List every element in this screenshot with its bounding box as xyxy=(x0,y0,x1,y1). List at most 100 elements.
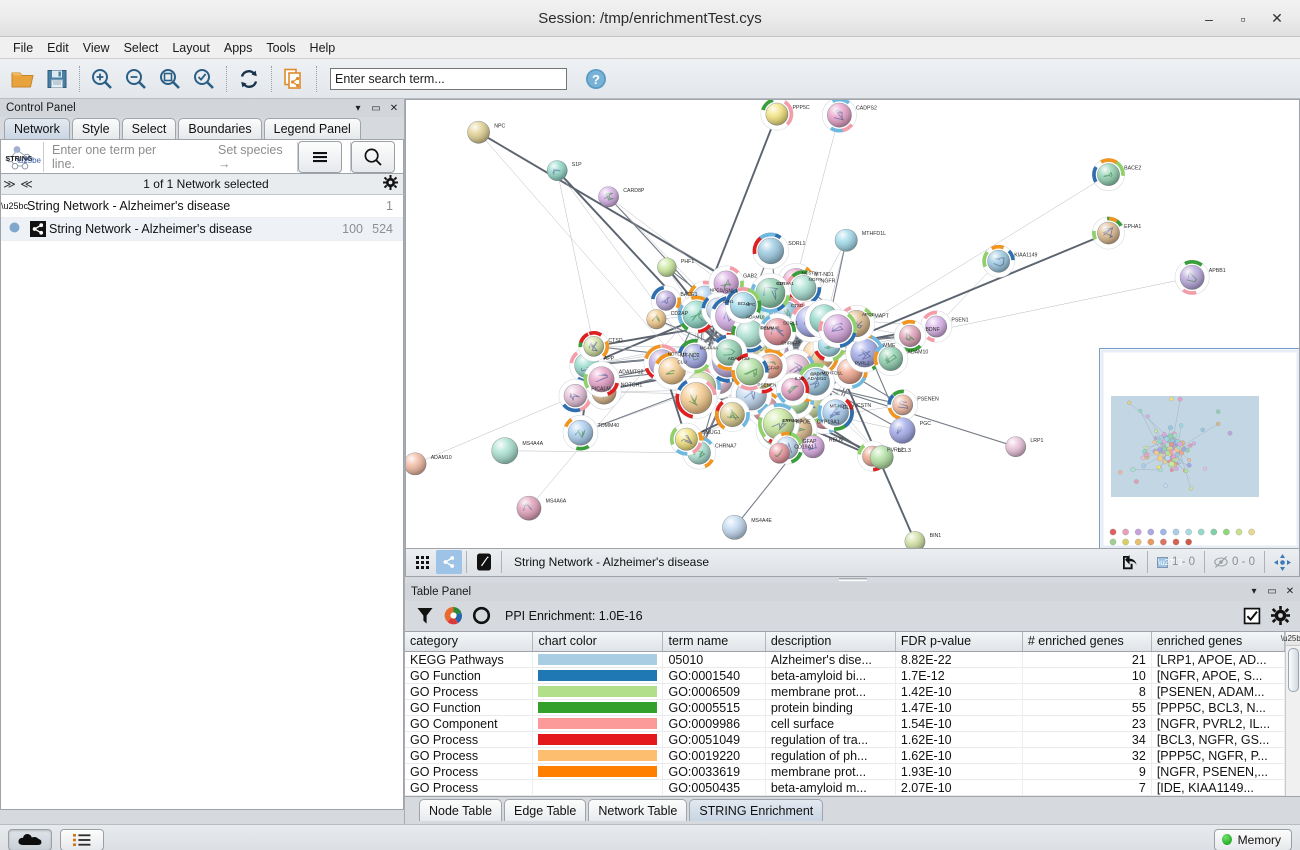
tab-edge-table[interactable]: Edge Table xyxy=(504,799,587,821)
chevron-down-icon[interactable]: ▾ xyxy=(1251,586,1257,597)
fit-selected-icon[interactable] xyxy=(187,62,221,96)
table-row[interactable]: GO Function GO:0005515 protein binding 1.47… xyxy=(405,699,1286,716)
scroll-up-arrow-icon[interactable]: \u25b2 xyxy=(1281,631,1300,646)
refresh-icon[interactable] xyxy=(232,62,266,96)
network-node[interactable] xyxy=(653,352,691,390)
network-node[interactable] xyxy=(752,232,790,270)
menu-item-file[interactable]: File xyxy=(13,40,34,55)
menu-item-select[interactable]: Select xyxy=(123,40,159,55)
network-node[interactable] xyxy=(598,186,619,208)
network-node[interactable] xyxy=(1005,436,1027,458)
network-node[interactable] xyxy=(722,514,747,540)
tree-network-row[interactable]: String Network - Alzheimer's disease 100… xyxy=(1,218,403,241)
expand-all-icon[interactable]: ≪ xyxy=(20,177,33,191)
network-node[interactable] xyxy=(491,437,519,465)
menu-item-tools[interactable]: Tools xyxy=(266,40,296,55)
network-node[interactable] xyxy=(818,309,858,349)
network-node[interactable] xyxy=(894,319,927,353)
collapse-all-icon[interactable]: ≫ xyxy=(3,177,16,191)
network-node[interactable] xyxy=(669,422,703,456)
network-node[interactable] xyxy=(714,397,750,433)
string-network-icon[interactable] xyxy=(436,550,462,575)
network-node[interactable] xyxy=(546,160,568,181)
network-node[interactable] xyxy=(1092,158,1125,192)
crosshair-icon[interactable] xyxy=(1269,550,1295,574)
save-session-icon[interactable] xyxy=(40,62,74,96)
network-node[interactable] xyxy=(873,341,909,376)
table-header-fdr[interactable]: FDR p-value xyxy=(895,631,1023,652)
tab-string-enrichment[interactable]: STRING Enrichment xyxy=(689,799,824,821)
table-header-description[interactable]: description xyxy=(765,631,896,652)
network-node[interactable] xyxy=(801,435,825,459)
network-node[interactable] xyxy=(516,495,542,521)
network-node[interactable] xyxy=(646,309,667,330)
table-header-term_name[interactable]: term name xyxy=(662,631,766,652)
tab-boundaries[interactable]: Boundaries xyxy=(178,118,262,139)
network-node[interactable] xyxy=(821,100,857,133)
export-image-icon[interactable] xyxy=(1117,550,1143,574)
network-node[interactable] xyxy=(758,313,797,351)
network-node[interactable] xyxy=(785,270,822,306)
maximize-button[interactable]: ▫ xyxy=(1240,10,1246,27)
network-node[interactable] xyxy=(1174,259,1210,295)
table-row[interactable]: GO Process GO:0051049 regulation of tra...… xyxy=(405,731,1286,748)
table-row[interactable]: KEGG Pathways 05010 Alzheimer's dise... 8.8… xyxy=(405,651,1286,668)
tab-network[interactable]: Network xyxy=(4,118,70,139)
minimize-button[interactable]: – xyxy=(1205,10,1213,27)
network-node[interactable] xyxy=(731,352,769,391)
menu-item-apps[interactable]: Apps xyxy=(223,40,253,55)
string-search-input[interactable]: Enter one term per line. Set species → xyxy=(44,143,297,171)
network-overview-panel[interactable] xyxy=(1099,347,1299,548)
string-logo-icon[interactable]: STRING \u25be xyxy=(1,141,43,173)
filter-funnel-icon[interactable] xyxy=(411,603,439,629)
network-canvas[interactable]: MT-ND2 MT-ND1 VSNL1 GAB2 APOE CLU MME NGFR CYP19… xyxy=(406,100,1299,549)
network-node[interactable] xyxy=(982,244,1016,278)
network-node[interactable] xyxy=(1092,216,1125,250)
table-header-chart_color[interactable]: chart color xyxy=(532,631,664,652)
table-row[interactable]: GO Process GO:0050435 beta-amyloid m... 2.0… xyxy=(405,779,1286,796)
search-input[interactable] xyxy=(330,67,567,90)
enrichment-table-wrap[interactable]: category chart color term name description F… xyxy=(405,630,1300,797)
network-node[interactable] xyxy=(677,338,713,374)
table-row[interactable]: GO Component GO:0009986 cell surface 1.54E-… xyxy=(405,715,1286,732)
table-row[interactable]: GO Function GO:0001540 beta-amyloid bi... 1… xyxy=(405,667,1286,684)
open-session-icon[interactable] xyxy=(6,62,40,96)
close-button[interactable]: ✕ xyxy=(1271,10,1283,26)
network-node[interactable] xyxy=(768,442,790,464)
network-node[interactable] xyxy=(869,445,894,470)
network-node[interactable] xyxy=(760,100,794,131)
tab-network-table[interactable]: Network Table xyxy=(588,799,688,821)
network-node[interactable] xyxy=(578,330,610,362)
tab-legend-panel[interactable]: Legend Panel xyxy=(263,118,361,139)
tree-root-row[interactable]: \u25bc String Network - Alzheimer's dise… xyxy=(1,195,403,218)
table-row[interactable]: GO Process GO:0019220 regulation of ph... 1… xyxy=(405,747,1286,764)
close-panel-icon[interactable]: ✕ xyxy=(1285,586,1295,597)
fit-network-icon[interactable] xyxy=(153,62,187,96)
network-node[interactable] xyxy=(583,361,620,398)
menu-item-layout[interactable]: Layout xyxy=(172,40,210,55)
cloud-icon[interactable] xyxy=(8,828,52,850)
close-panel-icon[interactable]: ✕ xyxy=(389,102,399,114)
table-row[interactable]: GO Process GO:0033619 membrane prot... 1.93… xyxy=(405,763,1286,780)
network-node[interactable] xyxy=(675,377,718,420)
float-panel-icon[interactable]: ▭ xyxy=(1267,586,1277,597)
network-node[interactable] xyxy=(467,120,490,144)
help-icon[interactable]: ? xyxy=(579,62,613,96)
table-vertical-scrollbar[interactable]: \u25b2 xyxy=(1281,631,1300,796)
task-list-icon[interactable] xyxy=(60,828,104,850)
table-header-num_genes[interactable]: # enriched genes xyxy=(1022,631,1152,652)
network-node[interactable] xyxy=(889,417,916,444)
network-node[interactable] xyxy=(887,389,919,421)
string-search-button[interactable] xyxy=(351,140,395,173)
network-node[interactable] xyxy=(920,310,953,343)
grid-icon[interactable] xyxy=(410,550,436,574)
set-species-link[interactable]: Set species → xyxy=(218,142,283,171)
network-node[interactable] xyxy=(657,257,677,277)
gear-icon[interactable] xyxy=(377,175,403,193)
network-node[interactable] xyxy=(834,228,858,252)
memory-status-button[interactable]: Memory xyxy=(1213,828,1292,850)
chevron-down-icon[interactable]: ▾ xyxy=(355,102,361,114)
menu-item-view[interactable]: View xyxy=(82,40,110,55)
network-node[interactable] xyxy=(406,452,427,476)
menu-item-help[interactable]: Help xyxy=(309,40,336,55)
